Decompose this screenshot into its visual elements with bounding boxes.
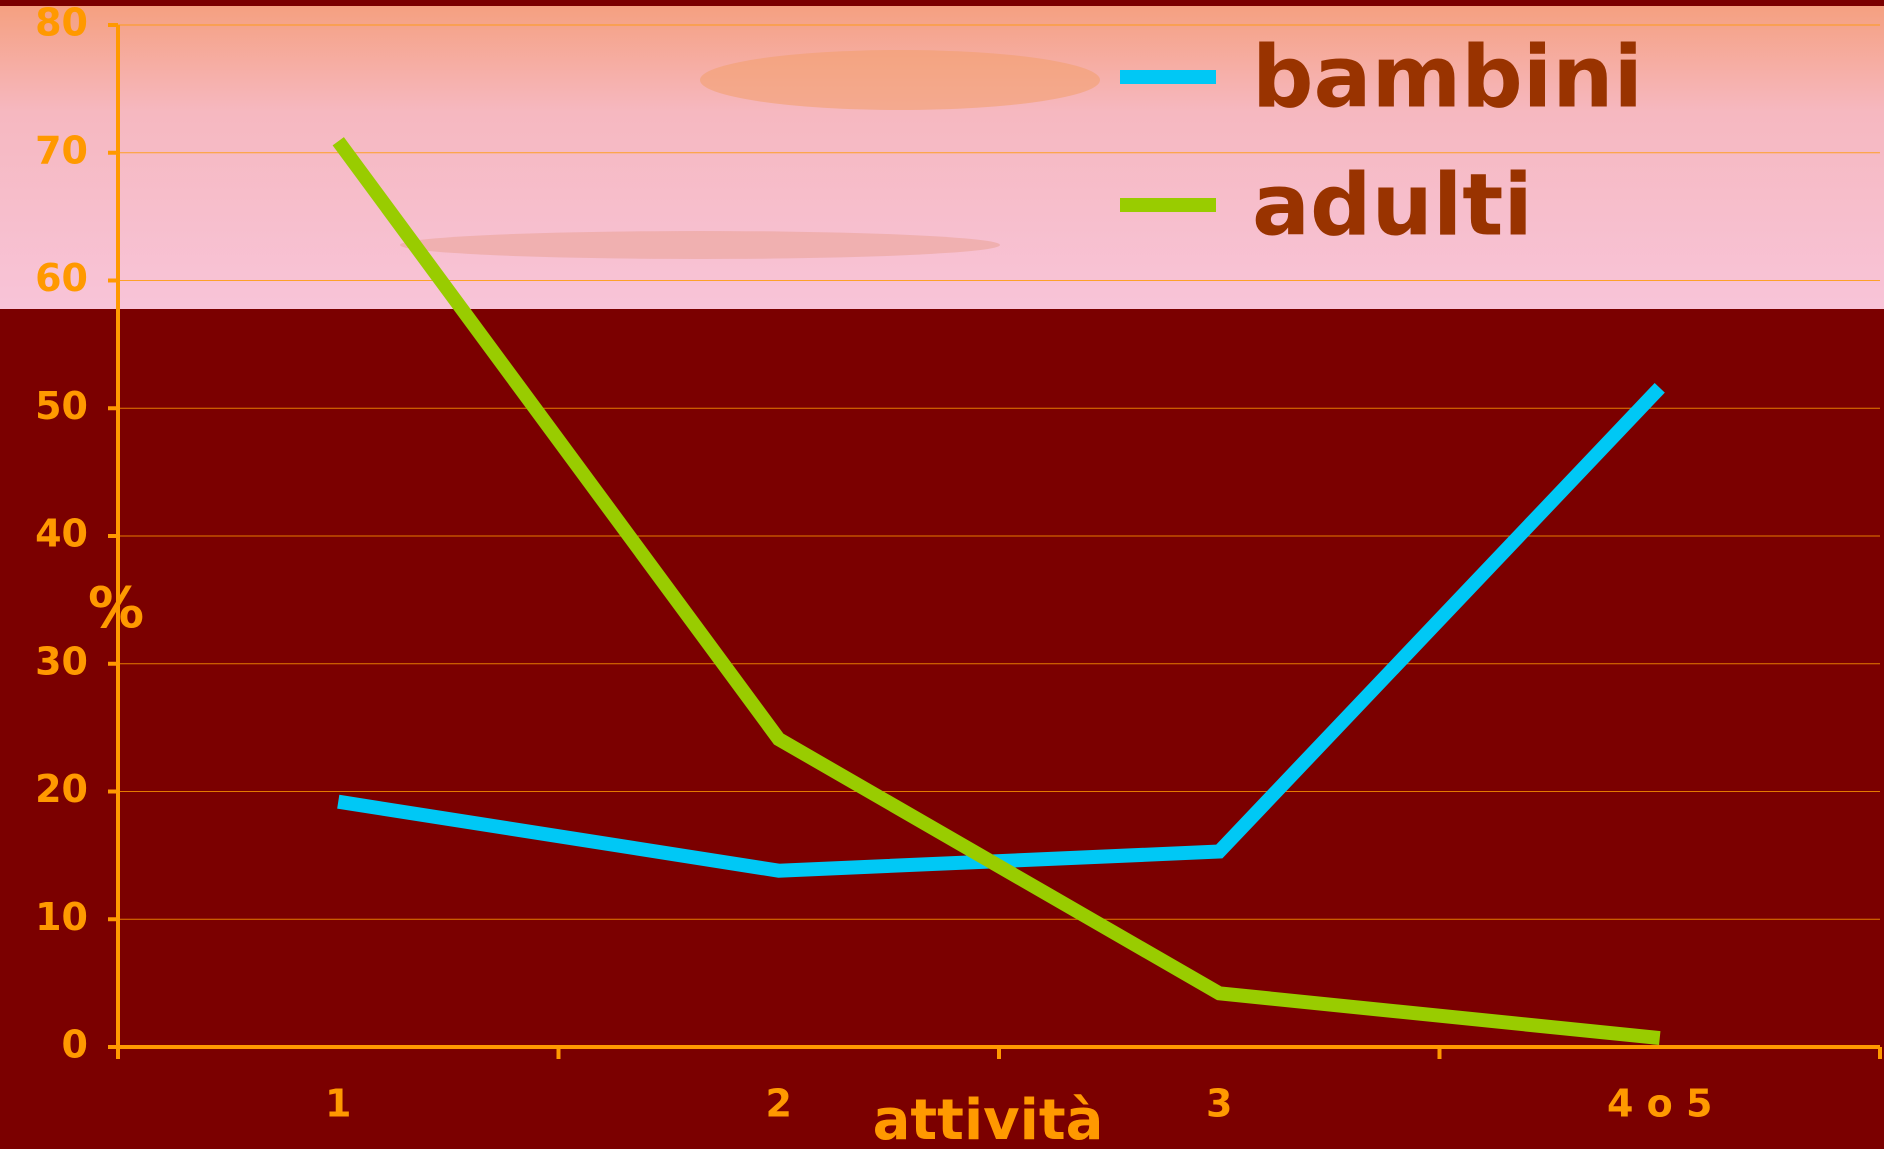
top-strip [226, 0, 1884, 6]
y-tick-label: 80 [35, 1, 88, 45]
y-axis-title: % [88, 576, 144, 641]
legend-label: adulti [1252, 155, 1533, 255]
y-tick-label: 30 [35, 639, 88, 683]
y-tick-label: 60 [35, 256, 88, 300]
banner-detail [700, 50, 1100, 110]
y-tick-label: 10 [35, 895, 88, 939]
y-tick-label: 20 [35, 767, 88, 811]
y-tick-label: 50 [35, 384, 88, 428]
banner-detail [400, 231, 1000, 259]
x-axis-title: attività [873, 1088, 1104, 1149]
y-tick-label: 0 [62, 1023, 88, 1067]
y-tick-label: 70 [35, 128, 88, 172]
x-tick-label: 2 [766, 1082, 792, 1126]
legend-label: bambini [1252, 27, 1643, 127]
x-tick-label: 1 [325, 1082, 351, 1126]
x-tick-label: 3 [1206, 1082, 1232, 1126]
chart: % attività 0 10 20 30 40 50 60 70 80 1 2 3 4 o 5 bamb… [0, 0, 1884, 1149]
x-tick-label: 4 o 5 [1607, 1082, 1712, 1126]
y-tick-label: 40 [35, 512, 88, 556]
